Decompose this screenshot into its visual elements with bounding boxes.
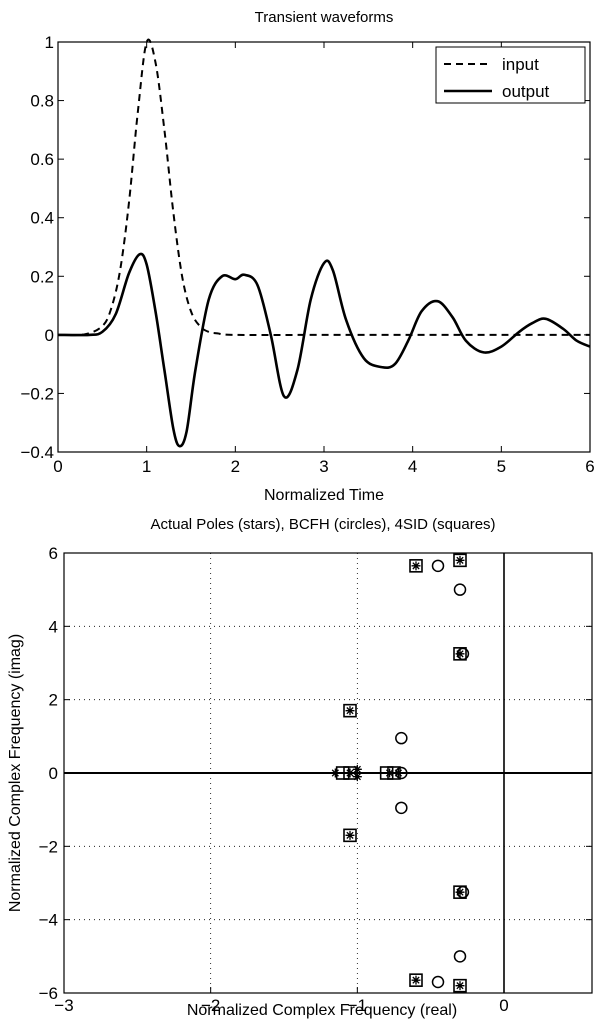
- circle-marker: [395, 801, 408, 815]
- circle-marker: [395, 731, 408, 745]
- legend-output-label: output: [502, 82, 550, 101]
- circle-marker: [453, 950, 467, 963]
- x-tick-label: 6: [585, 457, 594, 476]
- square-marker: [453, 647, 467, 661]
- x-tick-label: 3: [319, 457, 328, 476]
- bottom-plot-frame: [63, 552, 593, 994]
- star-marker: [345, 768, 355, 778]
- y-tick-label: 0: [49, 764, 58, 783]
- square-marker: [453, 885, 467, 899]
- top-plot-frame: [57, 41, 591, 453]
- circle-marker: [431, 975, 445, 989]
- top-axis-ticks: 0 1 2 3 4 5 6 −0.4 −0.2 0 0.2 0.4 0.6 0.8 1: [20, 33, 594, 476]
- x-tick-label: 0: [499, 996, 508, 1015]
- x-tick-label: −2: [201, 996, 220, 1015]
- circle-marker: [395, 766, 408, 780]
- y-tick-label: −4: [39, 911, 58, 930]
- square-marker: [409, 559, 423, 573]
- star-marker: [411, 975, 421, 985]
- legend-input-label: input: [502, 55, 539, 74]
- y-tick-label: 1: [45, 33, 54, 52]
- y-tick-label: 0: [45, 326, 54, 345]
- square-marker: [409, 973, 423, 987]
- square-marker: [343, 828, 357, 843]
- square-marker: [343, 703, 357, 718]
- star-marker: [330, 768, 340, 778]
- star-marker: [345, 830, 355, 840]
- y-tick-label: −6: [39, 984, 58, 1003]
- star-marker: [345, 706, 355, 716]
- star-marker: [455, 887, 465, 897]
- y-tick-label: 0.6: [30, 150, 54, 169]
- bottom-axis-ticks: −3 −2 −1 0 −6 −4 −2 0 2 4 6: [39, 544, 592, 1015]
- bottom-y-axis-label: Normalized Complex Frequency (imag): [7, 634, 24, 912]
- square-marker: [387, 766, 401, 780]
- star-marker: [352, 772, 362, 782]
- bottom-markers: [330, 553, 470, 993]
- star-marker: [455, 649, 465, 659]
- series-line-output: [57, 252, 591, 448]
- circle-marker: [431, 559, 445, 573]
- top-legend: input output: [435, 46, 586, 104]
- y-tick-label: 0.8: [30, 92, 54, 111]
- star-marker: [393, 768, 403, 778]
- bottom-grid: [63, 552, 592, 994]
- square-marker: [453, 553, 467, 568]
- square-marker: [335, 766, 350, 780]
- y-tick-label: 2: [49, 691, 58, 710]
- star-marker: [455, 981, 465, 991]
- square-marker: [379, 766, 394, 780]
- x-tick-label: −1: [348, 996, 367, 1015]
- y-tick-label: −2: [39, 837, 58, 856]
- x-tick-label: 1: [142, 457, 151, 476]
- star-marker: [385, 768, 395, 778]
- series-line-input: [57, 38, 590, 337]
- x-tick-label: 2: [231, 457, 240, 476]
- legend-box: [435, 46, 586, 104]
- x-tick-label: 4: [408, 457, 417, 476]
- y-tick-label: −0.4: [20, 443, 54, 462]
- square-marker: [453, 978, 467, 993]
- y-tick-label: 0.2: [30, 267, 54, 286]
- top-chart-title: Transient waveforms: [255, 9, 394, 26]
- transient-waveforms-chart: Transient waveforms 0 1 2 3 4 5 6−0.4−0.200.20…: [20, 9, 594, 504]
- y-tick-label: −0.2: [20, 384, 54, 403]
- y-tick-label: 4: [49, 617, 58, 636]
- star-marker: [411, 561, 421, 571]
- y-tick-label: 0.4: [30, 209, 54, 228]
- x-tick-label: −3: [54, 996, 73, 1015]
- star-marker: [352, 764, 362, 774]
- bottom-x-axis-label: Normalized Complex Frequency (real): [187, 1002, 457, 1019]
- bottom-chart-title: Actual Poles (stars), BCFH (circles), 4S…: [150, 516, 495, 533]
- circle-marker: [453, 583, 467, 596]
- top-x-axis-label: Normalized Time: [264, 487, 384, 504]
- x-tick-label: 0: [53, 457, 62, 476]
- pole-map-chart: Actual Poles (stars), BCFH (circles), 4S…: [7, 516, 593, 1019]
- top-series-lines: [57, 38, 591, 448]
- x-tick-label: 5: [497, 457, 506, 476]
- y-tick-label: 6: [49, 544, 58, 563]
- star-marker: [455, 555, 465, 565]
- square-marker: [343, 766, 357, 780]
